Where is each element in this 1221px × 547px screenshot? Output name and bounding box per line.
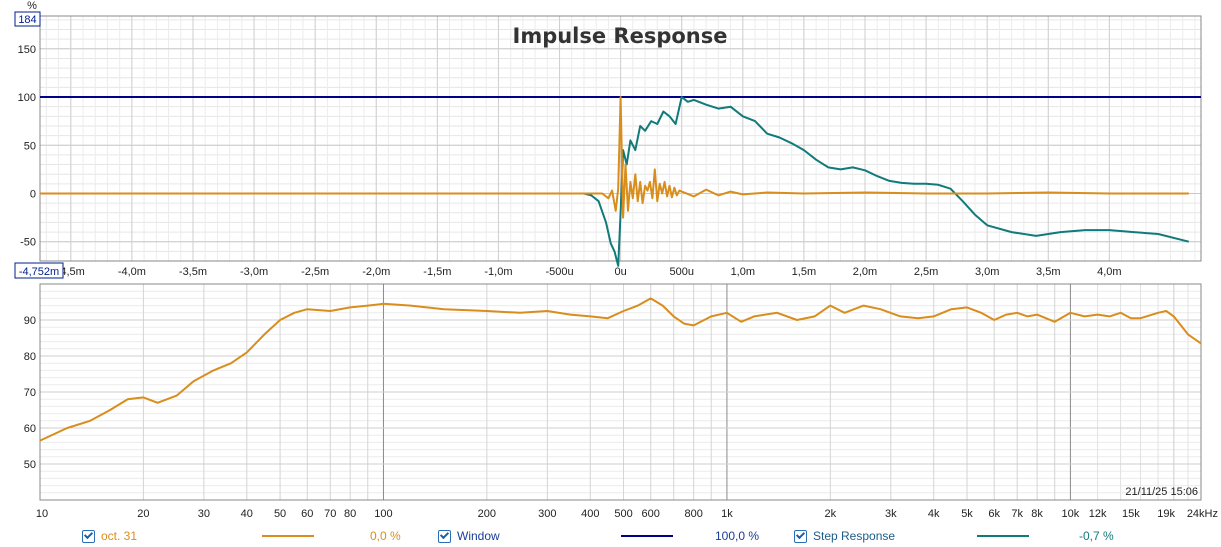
fr-x-tick-label: 20 <box>137 508 149 520</box>
fr-x-tick-label: 8k <box>1031 508 1043 520</box>
ir-y-tick-label: 0 <box>30 188 36 200</box>
legend-label-oct31: oct. 31 <box>101 529 138 543</box>
ir-x-tick-label: 1,0m <box>731 266 755 278</box>
fr-x-tick-label: 80 <box>344 508 356 520</box>
fr-x-tick-label: 6k <box>988 508 1000 520</box>
ir-left-value-text: -4,752m <box>19 266 59 278</box>
fr-series-oct-31 <box>39 297 1202 442</box>
fr-y-tick-label: 60 <box>24 423 36 435</box>
chart-title: Impulse Response <box>513 24 728 48</box>
ir-y-unit: % <box>27 0 37 12</box>
legend-item-oct31[interactable]: oct. 31 <box>82 529 137 543</box>
legend-value-window: 100,0 % <box>715 529 760 543</box>
fr-x-tick-label: 60 <box>301 508 313 520</box>
fr-x-tick-label: 4k <box>928 508 940 520</box>
legend-label-step-response: Step Response <box>813 529 896 543</box>
fr-x-tick-label: 12k <box>1089 508 1107 520</box>
legend-swatch-step-response <box>977 535 1029 537</box>
ir-x-tick-label: -3,5m <box>179 266 207 278</box>
fr-x-tick-label: 70 <box>324 508 336 520</box>
ir-x-tick-label: 500u <box>669 266 693 278</box>
fr-x-tick-label: 200 <box>478 508 496 520</box>
ir-x-tick-label: 4,0m <box>1097 266 1121 278</box>
ir-y-tick-label: 150 <box>18 44 36 56</box>
ir-left-value-box <box>14 262 64 279</box>
fr-y-tick-label: 50 <box>24 459 36 471</box>
fr-x-tick-label: 100 <box>374 508 392 520</box>
fr-x-tick-label: 400 <box>581 508 599 520</box>
ir-x-tick-label: 2,0m <box>853 266 877 278</box>
ir-x-tick-label: -2,5m <box>301 266 329 278</box>
ir-x-tick-label: -4,0m <box>118 266 146 278</box>
fr-x-tick-label: 5k <box>961 508 973 520</box>
ir-top-value-box <box>14 11 41 27</box>
fr-x-tick-label: 30 <box>198 508 210 520</box>
ir-x-tick-label: 2,5m <box>914 266 938 278</box>
legend-swatch-window <box>621 535 673 537</box>
fr-y-tick-label: 90 <box>24 315 36 327</box>
fr-y-tick-label: 80 <box>24 351 36 363</box>
fr-x-tick-label: 300 <box>538 508 556 520</box>
ir-y-tick-label: 100 <box>18 92 36 104</box>
legend-checkbox-window[interactable] <box>438 529 451 543</box>
legend-bar: oct. 31 0,0 % Window 100,0 % Step Respon… <box>0 525 1221 547</box>
ir-x-tick-label: -2,0m <box>362 266 390 278</box>
ir-x-tick-label: -500u <box>545 266 573 278</box>
ir-top-value-text: 184 <box>18 14 36 26</box>
fr-x-tick-label: 19k <box>1157 508 1175 520</box>
legend-value-oct31: 0,0 % <box>370 529 401 543</box>
legend-item-window[interactable]: Window <box>438 529 500 543</box>
ir-x-tick-label: 3,0m <box>975 266 999 278</box>
legend-label-window: Window <box>457 529 500 543</box>
ir-x-tick-label: 3,5m <box>1036 266 1060 278</box>
fr-x-tick-label: 15k <box>1122 508 1140 520</box>
legend-swatch-oct31 <box>262 535 314 537</box>
ir-x-tick-label: 1,5m <box>792 266 816 278</box>
ir-series-oct-31 <box>40 96 1189 219</box>
fr-x-tick-label: 7k <box>1011 508 1023 520</box>
impulse-response-chart: 150 100 50 0 -50 -4,5m -4,0m -3,5m -3,0m -2,5m -2,… <box>14 0 1202 279</box>
fr-x-tick-label: 800 <box>684 508 702 520</box>
ir-x-tick-label: -1,0m <box>484 266 512 278</box>
legend-checkbox-oct31[interactable] <box>82 529 95 543</box>
ir-y-tick-label: 50 <box>24 140 36 152</box>
fr-x-tick-label: 24kHz <box>1187 508 1218 520</box>
frequency-response-chart: 90 80 70 60 50 10 20 30 40 50 60 70 80 100 200 300 400 50… <box>24 283 1218 520</box>
fr-x-tick-label: 3k <box>885 508 897 520</box>
ir-x-tick-label: -3,0m <box>240 266 268 278</box>
legend-value-step-response: -0,7 % <box>1079 529 1114 543</box>
legend-item-step-response[interactable]: Step Response <box>794 529 895 543</box>
fr-y-tick-label: 70 <box>24 387 36 399</box>
fr-x-tick-label: 600 <box>642 508 660 520</box>
fr-timestamp: 21/11/25 15:06 <box>1125 486 1198 498</box>
fr-x-tick-label: 1k <box>721 508 733 520</box>
fr-x-tick-label: 2k <box>825 508 837 520</box>
fr-x-tick-label: 10k <box>1062 508 1080 520</box>
fr-x-tick-label: 40 <box>241 508 253 520</box>
ir-y-tick-label: -50 <box>20 237 36 249</box>
fr-x-tick-label: 10 <box>36 508 48 520</box>
ir-x-tick-label: -1,5m <box>423 266 451 278</box>
ir-x-tick-label: 0u <box>614 266 626 278</box>
fr-x-tick-label: 50 <box>274 508 286 520</box>
fr-plot-frame <box>39 283 1202 501</box>
ir-series-step-response <box>40 96 1190 267</box>
fr-x-tick-label: 500 <box>614 508 632 520</box>
legend-checkbox-step-response[interactable] <box>794 529 807 543</box>
ir-plot-frame <box>39 15 1202 262</box>
ir-x-tick-label: -4,5m <box>57 266 85 278</box>
